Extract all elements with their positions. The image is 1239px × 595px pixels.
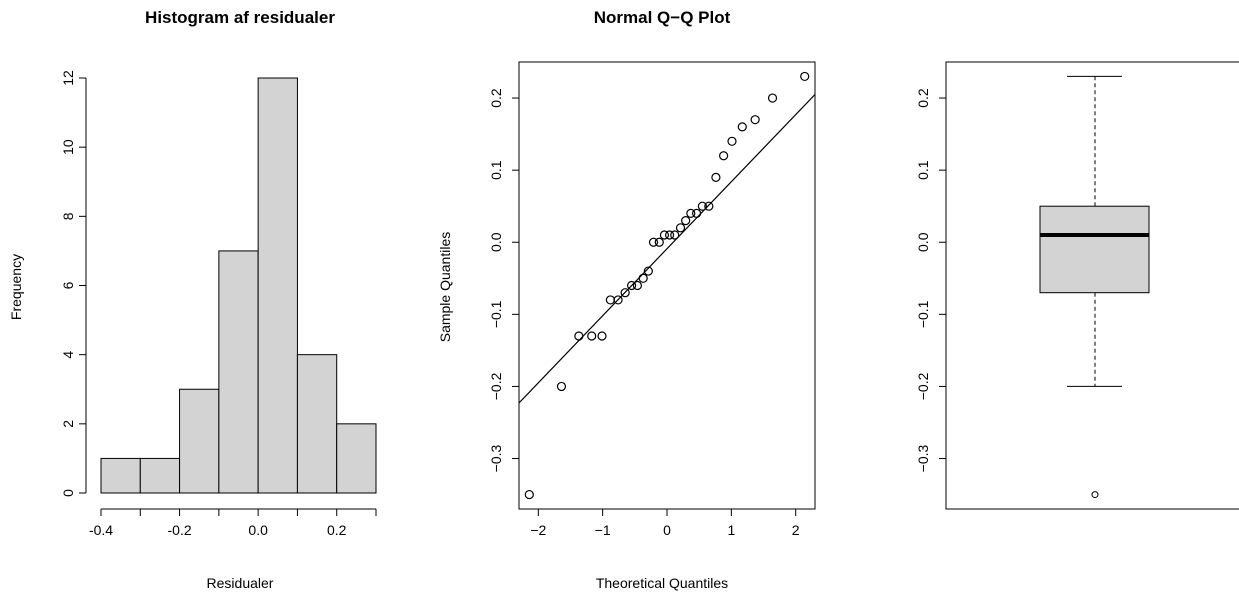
boxplot-y-tick-label: −0.2 (915, 372, 931, 400)
histogram-bar (296, 354, 338, 494)
qq-plot-x-axis-label: Theoretical Quantiles (596, 575, 728, 591)
histogram-x-axis-label: Residualer (207, 575, 274, 591)
histogram-y-tick-label: 12 (60, 70, 76, 86)
qq-point (632, 280, 643, 291)
qq-point (643, 266, 653, 276)
qq-reference-line-group (519, 94, 815, 404)
qq-x-tick-label: 0 (663, 522, 671, 538)
qq-point (597, 331, 607, 341)
histogram-bar (218, 250, 259, 494)
histogram-x-tick-label: -0.4 (89, 522, 113, 538)
qq-point (654, 237, 664, 247)
qq-plot-title: Normal Q−Q Plot (594, 8, 731, 27)
qq-y-tick-label: 0.2 (488, 88, 504, 108)
histogram-y-tick-label: 0 (60, 489, 76, 497)
qq-point (524, 489, 534, 500)
qq-y-tick-label: 0.0 (488, 232, 504, 252)
qq-x-tick-label: 1 (727, 522, 735, 538)
qq-point (767, 93, 778, 103)
qq-y-tick-label: −0.3 (488, 445, 504, 473)
qq-point (659, 230, 670, 240)
qq-y-tick-label: −0.2 (488, 372, 504, 400)
qq-point (675, 223, 686, 233)
qq-point (605, 295, 615, 305)
qq-point (627, 280, 637, 291)
histogram-y-axis-label: Frequency (8, 254, 24, 320)
qq-point (664, 230, 675, 240)
histogram-panel: Histogram af residualer Residualer Frequ… (8, 8, 377, 591)
qq-point (800, 71, 810, 82)
histogram-y-tick-label: 4 (60, 351, 76, 359)
boxplot-outlier (1091, 491, 1099, 499)
qq-x-tick-label: −2 (530, 522, 546, 538)
histogram-bar (100, 457, 141, 494)
boxplot-y-tick-label: 0.0 (915, 232, 931, 252)
histogram-x-tick-label: -0.2 (168, 522, 192, 538)
qq-point (681, 216, 691, 226)
qq-point (737, 122, 747, 132)
histogram-y-tick-label: 6 (60, 281, 76, 289)
histogram-bar (336, 423, 377, 494)
qq-point (556, 381, 567, 392)
qq-plot-frame (518, 61, 816, 510)
boxplot-y-tick-label: 0.2 (915, 88, 931, 108)
histogram-y-tick-label: 2 (60, 420, 76, 428)
qq-point (719, 151, 729, 161)
qq-x-tick-label: 2 (792, 522, 800, 538)
qq-point (574, 331, 584, 341)
histogram-bars (100, 77, 377, 494)
histogram-x-tick-label: 0.0 (248, 522, 268, 538)
qq-point (704, 201, 714, 211)
qq-point (613, 295, 623, 305)
qq-point (750, 115, 760, 125)
histogram-bar (179, 388, 220, 494)
boxplot-box (1039, 205, 1150, 294)
qq-point (697, 201, 707, 211)
boxplot-y-tick-label: −0.1 (915, 300, 931, 328)
qq-point (711, 172, 721, 182)
histogram-bar (257, 77, 298, 494)
qq-points (524, 71, 810, 500)
qq-point (648, 237, 659, 247)
qq-y-tick-label: 0.1 (488, 160, 504, 180)
qq-point (686, 208, 696, 219)
qq-point (620, 288, 630, 298)
qq-point (638, 273, 648, 283)
histogram-y-axis: 0 2 4 6 8 10 12 (60, 70, 87, 497)
boxplot-y-axis: −0.3 −0.2 −0.1 0.0 0.1 0.2 (915, 88, 947, 473)
qq-plot-y-axis-label: Sample Quantiles (437, 232, 453, 343)
qq-x-tick-label: −1 (595, 522, 611, 538)
boxplot-body (1039, 75, 1150, 499)
qq-plot-panel: Normal Q−Q Plot Theoretical Quantiles Sa… (437, 8, 816, 591)
histogram-y-tick-label: 10 (60, 139, 76, 155)
boxplot-y-tick-label: 0.1 (915, 160, 931, 180)
boxplot-y-tick-label: −0.3 (915, 445, 931, 473)
qq-point (670, 230, 680, 240)
qq-plot-x-axis: −2 −1 0 1 2 (530, 508, 800, 538)
qq-point (691, 208, 702, 219)
qq-point (727, 136, 737, 146)
boxplot-panel: −0.3 −0.2 −0.1 0.0 0.1 0.2 (915, 61, 1239, 510)
histogram-x-tick-label: 0.2 (327, 522, 347, 538)
qq-y-tick-label: −0.1 (488, 300, 504, 328)
histogram-title: Histogram af residualer (145, 8, 335, 27)
histogram-x-axis: -0.4 -0.2 0.0 0.2 (89, 508, 377, 538)
histogram-bar (139, 457, 181, 494)
qq-point (587, 331, 597, 341)
qq-reference-line (519, 94, 815, 404)
qq-plot-y-axis: −0.3 −0.2 −0.1 0.0 0.1 0.2 (488, 88, 520, 473)
histogram-y-tick-label: 8 (60, 212, 76, 220)
